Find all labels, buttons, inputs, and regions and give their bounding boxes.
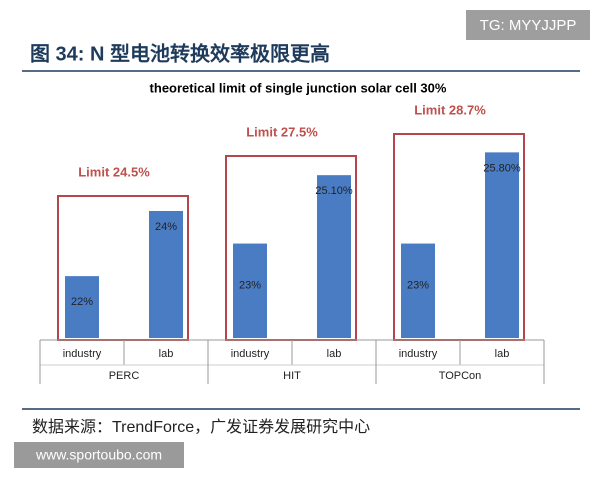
sub-category-label: lab: [327, 348, 342, 360]
bar: [233, 243, 267, 338]
chart-title: theoretical limit of single junction sol…: [150, 80, 447, 95]
source: 数据来源：TrendForce，广发证券发展研究中心: [32, 418, 370, 436]
x-tick-label: HIT: [283, 370, 301, 382]
value-label: 23%: [407, 280, 429, 292]
x-tick-label: PERC: [109, 370, 140, 382]
value-label: 23%: [239, 280, 261, 292]
figure-title: 图 34: N 型电池转换效率极限更高: [30, 41, 330, 65]
sub-category-label: industry: [399, 348, 438, 360]
value-label: 25.10%: [315, 185, 353, 197]
value-label: 25.80%: [483, 162, 521, 174]
value-label: 22%: [71, 296, 93, 308]
limit-label: Limit 28.7%: [414, 102, 486, 117]
x-tick-label: TOPCon: [439, 370, 482, 382]
bar: [485, 152, 519, 338]
value-label: 24%: [155, 221, 177, 233]
bar: [149, 210, 183, 338]
limit-label: Limit 24.5%: [78, 164, 150, 179]
badge-box: [466, 10, 590, 40]
bar: [401, 243, 435, 338]
bar: [317, 175, 351, 338]
badge: TG: MYYJJPP: [480, 17, 577, 34]
sub-category-label: lab: [495, 348, 510, 360]
bar: [65, 276, 99, 338]
sub-category-label: industry: [231, 348, 270, 360]
sub-category-label: industry: [63, 348, 102, 360]
limit-label: Limit 27.5%: [246, 124, 318, 139]
sub-category-label: lab: [159, 348, 174, 360]
watermark-box: [14, 442, 184, 468]
watermark: www.sportoubo.com: [35, 447, 162, 463]
